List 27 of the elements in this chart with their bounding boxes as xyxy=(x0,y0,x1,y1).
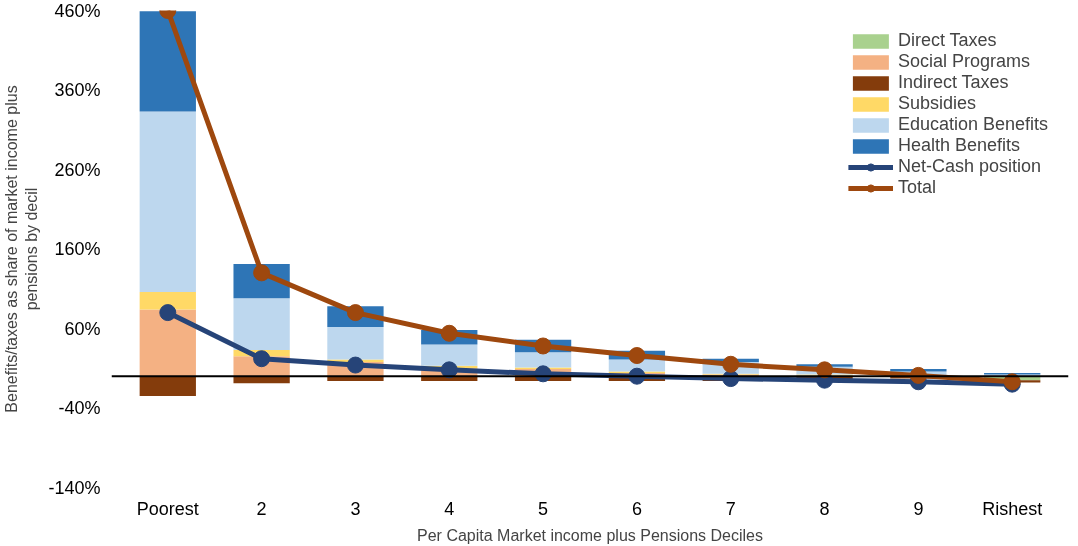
x-tick-label: 3 xyxy=(350,498,361,519)
legend-label: Total xyxy=(897,177,936,198)
y-tick-label: 260% xyxy=(54,159,101,180)
legend-label: Direct Taxes xyxy=(897,30,997,51)
x-tick-label: 6 xyxy=(631,498,642,519)
legend-label: Health Benefits xyxy=(897,135,1020,156)
x-tick-label: 8 xyxy=(819,498,830,519)
x-tick-label: Poorest xyxy=(136,498,199,519)
x-axis-title: Per Capita Market income plus Pensions Deciles xyxy=(417,526,763,544)
x-tick-label: Rishest xyxy=(982,498,1043,519)
x-tick-label: 9 xyxy=(913,498,924,519)
y-tick-label: 460% xyxy=(54,0,101,21)
legend-label: Social Programs xyxy=(897,51,1030,72)
legend-label: Indirect Taxes xyxy=(897,72,1009,93)
x-tick-label: 2 xyxy=(256,498,267,519)
x-tick-label: 5 xyxy=(538,498,549,519)
y-tick-label: -40% xyxy=(58,398,101,418)
legend-label: Net-Cash position xyxy=(897,156,1041,177)
y-tick-label: 160% xyxy=(54,239,101,259)
x-tick-label: 7 xyxy=(725,498,736,519)
y-tick-label: 360% xyxy=(54,80,101,100)
legend-label: Education Benefits xyxy=(897,114,1048,135)
y-tick-label: -140% xyxy=(48,477,101,498)
legend-label: Subsidies xyxy=(897,93,976,114)
y-tick-label: 60% xyxy=(64,318,101,339)
x-tick-label: 4 xyxy=(444,498,455,519)
y-axis-title: Benefits/taxes as share of market income plus pensions by decil xyxy=(3,85,41,413)
